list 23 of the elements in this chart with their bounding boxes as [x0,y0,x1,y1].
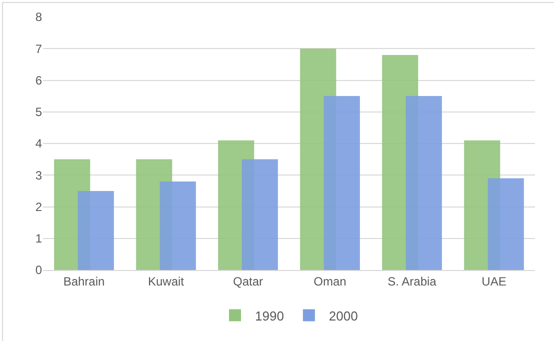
y-tick-label: 8 [35,10,42,24]
bar [160,181,196,270]
x-tick-label: UAE [482,274,506,288]
legend-label: 2000 [328,308,358,324]
bar [406,96,442,270]
bar [324,96,360,270]
bar [488,178,524,270]
bar [242,159,278,270]
y-tick-label: 1 [35,232,42,246]
legend-label: 1990 [255,308,284,324]
x-tick-label: Oman [314,274,346,288]
y-tick-label: 4 [35,136,42,151]
y-tick-label: 7 [35,42,42,56]
y-tick-label: 6 [35,73,42,88]
bar [78,190,114,270]
x-tick-label: Bahrain [63,274,105,288]
x-tick-label: Kuwait [148,274,185,288]
x-tick-label: Qatar [232,274,264,288]
y-tick-label: 0 [35,263,42,278]
x-tick-label: S. Arabia [388,274,437,288]
y-tick-label: 2 [35,200,42,214]
y-tick-label: 3 [35,168,42,182]
y-tick-label: 5 [35,105,42,120]
